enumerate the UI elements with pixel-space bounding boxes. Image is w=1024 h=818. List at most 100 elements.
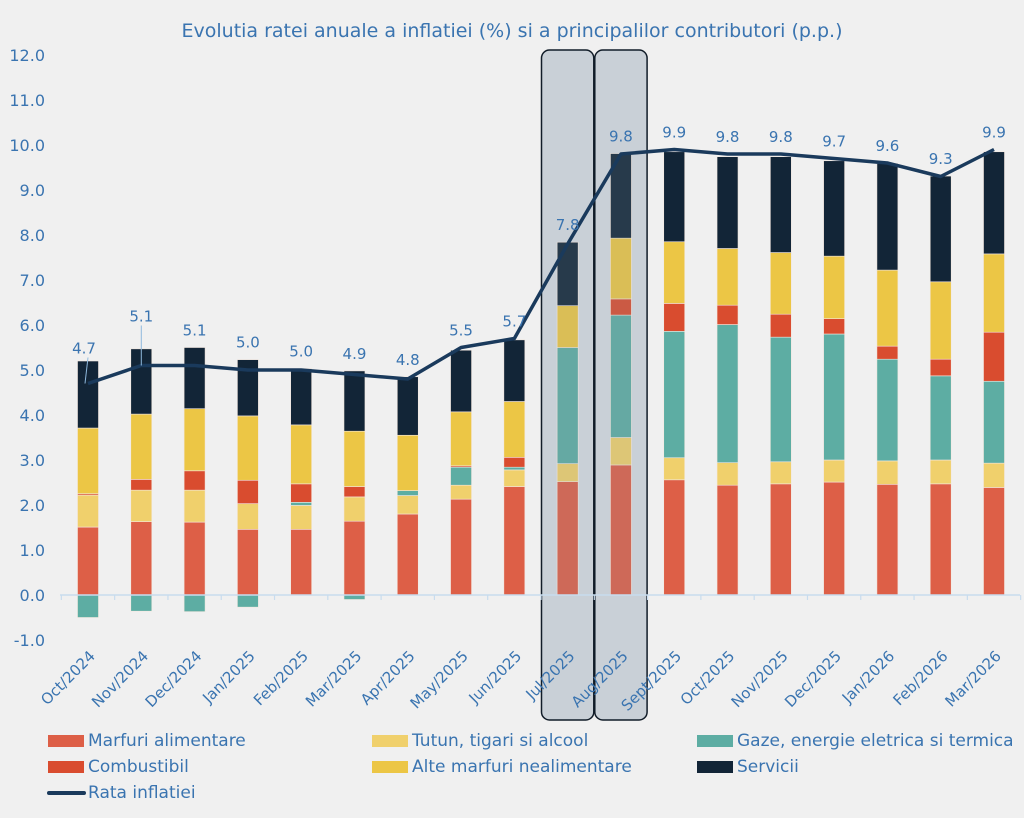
legend-swatch: [48, 761, 84, 773]
data-label: 5.7: [502, 313, 526, 331]
bar-segment-gaze-energie-eletrica-si-termica: [983, 380, 1005, 464]
legend-label: Alte marfuri nealimentare: [412, 757, 632, 777]
bar-segment-alte-marfuri-nealimentare: [450, 411, 472, 467]
bar-segment-tutun-tigari-si-alcool: [876, 460, 899, 485]
bar-segment-alte-marfuri-nealimentare: [503, 401, 526, 458]
data-label: 7.8: [556, 216, 580, 234]
data-label: 9.8: [609, 128, 633, 146]
bar-segment-alte-marfuri-nealimentare: [663, 241, 686, 304]
y-tick-label: 8.0: [20, 226, 45, 245]
inflation-rate-line: [87, 147, 995, 386]
bar-segment-combustibil: [716, 304, 739, 325]
bar-segment-combustibil: [290, 483, 312, 503]
bar-segment-servicii: [929, 175, 952, 283]
x-tick-label: Nov/2024: [88, 647, 152, 711]
bar-segment-alte-marfuri-nealimentare: [130, 413, 153, 480]
bar-segment-servicii: [343, 370, 366, 432]
data-label: 5.1: [183, 322, 207, 340]
x-tick-label: Jan/2025: [198, 647, 258, 707]
bar-segment-combustibil: [983, 331, 1005, 382]
bar-segment-tutun-tigari-si-alcool: [663, 457, 686, 481]
bar-segment-marfuri-alimentare: [716, 484, 739, 596]
y-tick-label: 7.0: [20, 271, 45, 290]
bar-segment-tutun-tigari-si-alcool: [983, 462, 1005, 488]
legend-label: Servicii: [737, 757, 799, 777]
bar-segment-combustibil: [663, 303, 686, 332]
bar-segment-gaze-energie-eletrica-si-termica: [503, 466, 526, 471]
bar-segment-tutun-tigari-si-alcool: [343, 496, 366, 522]
bar-segment-combustibil: [237, 479, 259, 504]
bar-segment-marfuri-alimentare: [983, 487, 1005, 596]
bar-segment-tutun-tigari-si-alcool: [290, 505, 312, 530]
x-tick-label: Dec/2025: [781, 647, 845, 711]
bar-segment-servicii: [770, 156, 792, 253]
bar-segment-tutun-tigari-si-alcool: [823, 459, 845, 483]
bar-segment-gaze-energie-eletrica-si-termica: [770, 336, 792, 463]
bar-segment-tutun-tigari-si-alcool: [183, 489, 206, 523]
bar-segment-gaze-energie-eletrica-si-termica: [823, 333, 845, 461]
y-tick-label: 5.0: [20, 361, 45, 380]
y-tick-label: 1.0: [20, 541, 45, 560]
chart-title: Evolutia ratei anuale a inflatiei (%) si…: [182, 20, 843, 42]
bar-segment-marfuri-alimentare: [130, 521, 153, 596]
x-tick-label: Jun/2025: [465, 647, 526, 708]
legend-label: Combustibil: [88, 757, 189, 777]
data-label: 9.9: [982, 124, 1006, 142]
bar-segment-gaze-energie-eletrica-si-termica: [237, 594, 259, 608]
data-label: 9.3: [929, 150, 953, 168]
bar-segment-gaze-energie-eletrica-si-termica: [450, 466, 472, 486]
bar-segment-gaze-energie-eletrica-si-termica: [716, 324, 739, 463]
legend-label: Rata inflatiei: [88, 783, 196, 803]
bar-segment-alte-marfuri-nealimentare: [396, 434, 419, 491]
bar-segment-servicii: [77, 360, 99, 429]
data-label: 4.7: [72, 340, 96, 358]
bar-segment-servicii: [983, 151, 1005, 255]
bar-segment-servicii: [716, 156, 739, 249]
bar-segment-tutun-tigari-si-alcool: [716, 462, 739, 486]
data-label: 9.9: [662, 124, 686, 142]
bar-segment-tutun-tigari-si-alcool: [929, 459, 952, 485]
bar-segment-combustibil: [183, 470, 206, 491]
data-label: 9.8: [769, 128, 793, 146]
x-tick-label: Mar/2026: [942, 647, 1005, 710]
bar-segment-tutun-tigari-si-alcool: [237, 503, 259, 530]
bar-segment-marfuri-alimentare: [290, 528, 312, 596]
bar-segment-alte-marfuri-nealimentare: [343, 430, 366, 487]
highlight-tint: [557, 242, 579, 595]
bar-segment-marfuri-alimentare: [876, 483, 899, 596]
bar-segment-alte-marfuri-nealimentare: [183, 408, 206, 472]
y-tick-label: 12.0: [9, 46, 45, 65]
bar-segment-marfuri-alimentare: [183, 521, 206, 596]
x-tick-label: Feb/2025: [250, 647, 312, 709]
legend-swatch: [372, 735, 408, 747]
bar-segment-alte-marfuri-nealimentare: [770, 252, 792, 315]
x-tick-label: Jan/2026: [838, 647, 898, 707]
y-tick-label: 3.0: [20, 451, 45, 470]
bar-segment-alte-marfuri-nealimentare: [77, 427, 99, 495]
y-tick-label: 0.0: [20, 586, 45, 605]
bar-segment-servicii: [663, 151, 686, 243]
y-tick-label: 6.0: [20, 316, 45, 335]
x-tick-label: Feb/2026: [889, 647, 951, 709]
bar-segment-servicii: [396, 376, 419, 436]
x-tick-label: Dec/2024: [142, 647, 206, 711]
data-label: 5.1: [129, 308, 153, 326]
y-tick-label: -1.0: [14, 631, 45, 650]
data-label: 9.7: [822, 133, 846, 151]
bar-segment-alte-marfuri-nealimentare: [290, 424, 312, 485]
legend-swatch: [48, 735, 84, 747]
bar-segment-tutun-tigari-si-alcool: [503, 469, 526, 487]
bar-segment-servicii: [823, 160, 845, 257]
bar-segment-gaze-energie-eletrica-si-termica: [290, 501, 312, 506]
bar-segment-alte-marfuri-nealimentare: [876, 269, 899, 347]
bar-segment-marfuri-alimentare: [823, 481, 845, 596]
bar-segment-tutun-tigari-si-alcool: [396, 495, 419, 515]
bar-segment-alte-marfuri-nealimentare: [823, 255, 845, 319]
data-label: 9.6: [875, 137, 899, 155]
bar-segment-combustibil: [929, 358, 952, 377]
bar-segment-gaze-energie-eletrica-si-termica: [396, 490, 419, 496]
bar-segment-tutun-tigari-si-alcool: [770, 461, 792, 485]
x-tick-label: Mar/2025: [302, 647, 365, 710]
bar-segment-marfuri-alimentare: [77, 526, 99, 596]
